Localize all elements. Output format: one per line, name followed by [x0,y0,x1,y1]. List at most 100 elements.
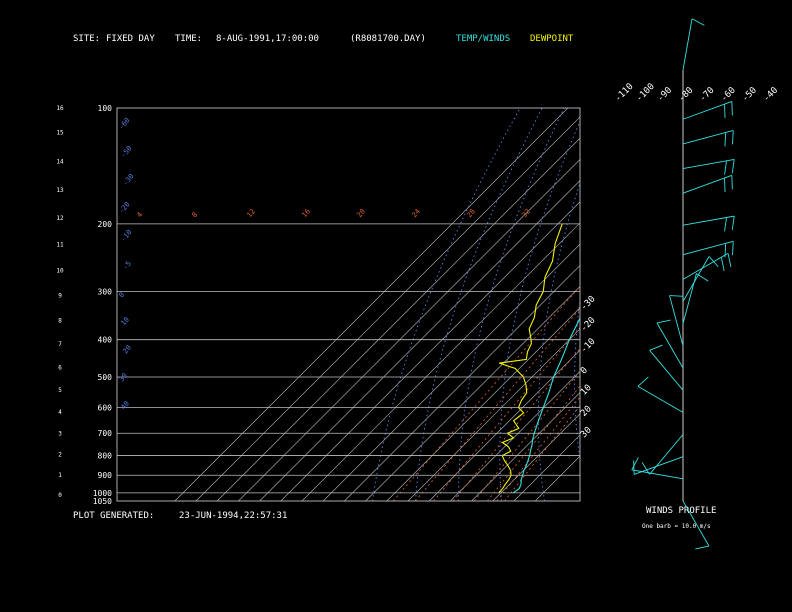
time-value: 8-AUG-1991,17:00:00 [216,34,319,44]
dry-adiabat-line [372,108,521,501]
wind-barb-staff [682,101,733,120]
dry-adiabat-label: -30 [121,172,135,187]
height-tick-label: 14 [56,159,64,166]
plot-frame [116,107,581,502]
isotherm-line [216,137,580,501]
height-tick-label: 3 [58,431,62,438]
wind-barb-staff [633,456,684,475]
isotherm-line [301,222,580,501]
isotherm-line [365,286,580,501]
dry-adiabat-line [700,108,759,501]
dry-adiabat-label: -5 [121,260,133,272]
isotherm-line [407,328,580,501]
dry-adiabat-line [754,108,792,501]
wind-barb-flag [724,160,727,175]
wind-barb-staff [682,159,735,169]
generated-label: PLOT GENERATED: [73,511,154,521]
mixing-ratio-line [496,396,580,501]
time-label: TIME: [175,34,202,44]
isotherm-label: -100 [634,82,656,104]
wind-barb-staff [682,174,733,194]
height-tick-label: 15 [56,129,64,136]
wind-barb-flag [649,344,663,351]
isotherm-label: -70 [698,86,717,105]
height-tick-label: 9 [58,293,62,300]
wind-barb-staff [649,350,684,391]
pressure-tick-label: 800 [98,452,113,461]
dewpoint-legend: DEWPOINT [530,34,574,44]
isotherm-line [195,116,580,501]
dry-adiabat-line [780,108,792,501]
isotherm-label: -30 [579,294,598,313]
isotherm-label: 30 [579,425,594,440]
height-tick-label: 11 [56,242,64,249]
winds-profile-title: WINDS PROFILE [646,506,716,516]
pressure-tick-label: 700 [98,429,113,438]
isotherm-label: 20 [579,404,594,419]
dry-adiabat-label: 0 [117,291,126,299]
dry-adiabat-label: 10 [119,316,131,328]
height-tick-label: 2 [58,451,62,458]
mixing-ratio-label: 16 [300,208,312,220]
isotherm-line [428,349,580,501]
generated-value: 23-JUN-1994,22:57:31 [179,511,287,521]
wind-barb-flag [724,132,727,147]
isotherm-line [492,413,580,501]
isotherm-label: -110 [613,82,635,104]
wind-barb-staff [682,256,710,302]
height-tick-label: 4 [58,409,62,416]
wind-barb-flag [641,462,650,475]
dry-adiabat-line [609,108,652,501]
isotherm-label: 10 [579,383,594,398]
wind-barb-flag [631,457,639,471]
isotherm-label: -40 [762,86,781,105]
wind-barb-staff [656,322,684,369]
plot-border [116,107,581,502]
mixing-ratio-line [486,385,580,501]
height-tick-label: 10 [56,268,64,275]
pressure-tick-label: 500 [98,373,113,382]
mixing-ratio-label: 32 [520,208,532,220]
mixing-ratio-line [414,308,580,501]
height-tick-label: 13 [56,187,64,194]
isotherm-label: -90 [656,86,675,105]
mixing-ratio-line [504,405,580,501]
dry-adiabat-line [499,120,580,501]
height-tick-label: 0 [58,492,62,499]
temp-legend: TEMP/WINDS [456,34,510,44]
height-tick-label: 1 [58,472,62,479]
file-name: (R8081700.DAY) [350,34,426,44]
wind-barb-staff [649,434,684,475]
isotherm-line [344,264,580,501]
isotherm-label: -60 [719,86,738,105]
dry-adiabat-label: 20 [121,344,133,356]
height-tick-label: 8 [58,317,62,324]
dry-adiabat-line [641,108,674,501]
wind-barb-staff [682,18,693,71]
height-tick-label: 12 [56,215,64,222]
height-tick-label: 7 [58,341,62,348]
isotherm-line [238,158,580,501]
mixing-ratio-line [452,347,580,501]
wind-barb-staff [637,385,684,413]
wind-barb-flag [732,130,734,145]
mixing-ratio-label: 4 [135,211,144,219]
isotherm-label: -10 [579,337,598,356]
plot-area [174,108,792,501]
height-tick-label: 16 [56,105,64,112]
dry-adiabat-line [458,108,565,501]
mixing-ratio-label: 20 [355,208,367,220]
isotherm-line [386,307,580,501]
isotherm-label: -20 [579,316,598,335]
isotherm-line [174,108,569,501]
wind-barb-flag [731,216,735,231]
background-lines [174,108,792,501]
height-tick-label: 6 [58,364,62,371]
wind-barb-flag [669,295,684,297]
axis-labels: 1002003004005006007008009001000105001234… [56,82,780,506]
wind-barb-staff [631,469,684,480]
wind-barb-staff [682,500,710,547]
dry-adiabat-label: -10 [119,228,133,243]
height-tick-label: 5 [58,387,62,394]
dewpoint-curve [498,223,563,494]
